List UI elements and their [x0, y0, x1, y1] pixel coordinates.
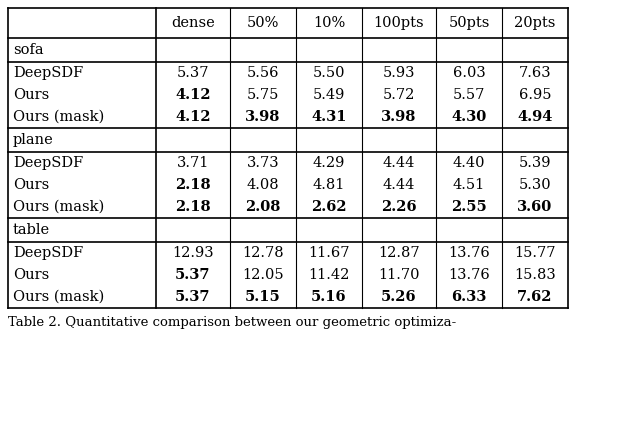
Text: sofa: sofa	[13, 43, 44, 57]
Text: 15.83: 15.83	[514, 268, 556, 282]
Text: 4.12: 4.12	[175, 110, 211, 124]
Text: 5.37: 5.37	[175, 268, 211, 282]
Text: 3.98: 3.98	[381, 110, 417, 124]
Text: 3.71: 3.71	[177, 156, 209, 170]
Text: 13.76: 13.76	[448, 246, 490, 260]
Text: Ours (mask): Ours (mask)	[13, 290, 104, 304]
Text: 4.08: 4.08	[246, 178, 279, 192]
Text: Ours: Ours	[13, 268, 49, 282]
Text: 5.72: 5.72	[383, 88, 415, 102]
Text: Table 2. Quantitative comparison between our geometric optimiza-: Table 2. Quantitative comparison between…	[8, 316, 456, 329]
Text: 5.37: 5.37	[177, 66, 209, 80]
Text: 5.16: 5.16	[311, 290, 347, 304]
Text: dense: dense	[171, 16, 215, 30]
Text: 2.26: 2.26	[381, 200, 417, 214]
Text: 5.50: 5.50	[313, 66, 345, 80]
Text: Ours: Ours	[13, 178, 49, 192]
Text: 6.33: 6.33	[451, 290, 486, 304]
Text: 12.78: 12.78	[242, 246, 284, 260]
Text: 4.81: 4.81	[313, 178, 345, 192]
Text: 5.49: 5.49	[313, 88, 345, 102]
Text: 2.62: 2.62	[311, 200, 347, 214]
Text: 4.44: 4.44	[383, 178, 415, 192]
Text: 5.30: 5.30	[518, 178, 551, 192]
Text: Ours (mask): Ours (mask)	[13, 200, 104, 214]
Text: 5.57: 5.57	[453, 88, 485, 102]
Text: 4.44: 4.44	[383, 156, 415, 170]
Text: 2.18: 2.18	[175, 200, 211, 214]
Text: DeepSDF: DeepSDF	[13, 246, 83, 260]
Text: 7.63: 7.63	[518, 66, 551, 80]
Text: Ours: Ours	[13, 88, 49, 102]
Text: 4.31: 4.31	[311, 110, 347, 124]
Text: 5.15: 5.15	[245, 290, 281, 304]
Text: 2.18: 2.18	[175, 178, 211, 192]
Text: 5.56: 5.56	[247, 66, 279, 80]
Text: 4.29: 4.29	[313, 156, 345, 170]
Text: 15.77: 15.77	[515, 246, 556, 260]
Text: 5.26: 5.26	[381, 290, 417, 304]
Text: 4.51: 4.51	[453, 178, 485, 192]
Text: plane: plane	[13, 133, 54, 147]
Text: 13.76: 13.76	[448, 268, 490, 282]
Text: 11.70: 11.70	[378, 268, 420, 282]
Text: 3.60: 3.60	[517, 200, 552, 214]
Text: 50pts: 50pts	[448, 16, 490, 30]
Text: DeepSDF: DeepSDF	[13, 156, 83, 170]
Text: 4.40: 4.40	[452, 156, 485, 170]
Text: 11.67: 11.67	[308, 246, 349, 260]
Text: 12.05: 12.05	[242, 268, 284, 282]
Text: 5.37: 5.37	[175, 290, 211, 304]
Text: 4.30: 4.30	[451, 110, 486, 124]
Text: 6.95: 6.95	[519, 88, 551, 102]
Text: 2.08: 2.08	[245, 200, 281, 214]
Text: DeepSDF: DeepSDF	[13, 66, 83, 80]
Text: 100pts: 100pts	[374, 16, 424, 30]
Text: 3.98: 3.98	[245, 110, 281, 124]
Text: 11.42: 11.42	[308, 268, 349, 282]
Text: table: table	[13, 223, 50, 237]
Text: 5.39: 5.39	[519, 156, 551, 170]
Text: 7.62: 7.62	[517, 290, 553, 304]
Text: 3.73: 3.73	[246, 156, 279, 170]
Text: 4.12: 4.12	[175, 88, 211, 102]
Text: Ours (mask): Ours (mask)	[13, 110, 104, 124]
Text: 5.93: 5.93	[383, 66, 415, 80]
Text: 12.93: 12.93	[172, 246, 214, 260]
Text: 2.55: 2.55	[451, 200, 487, 214]
Text: 5.75: 5.75	[247, 88, 279, 102]
Text: 12.87: 12.87	[378, 246, 420, 260]
Text: 6.03: 6.03	[452, 66, 485, 80]
Text: 4.94: 4.94	[517, 110, 553, 124]
Text: 50%: 50%	[247, 16, 279, 30]
Text: 10%: 10%	[313, 16, 345, 30]
Text: 20pts: 20pts	[515, 16, 556, 30]
